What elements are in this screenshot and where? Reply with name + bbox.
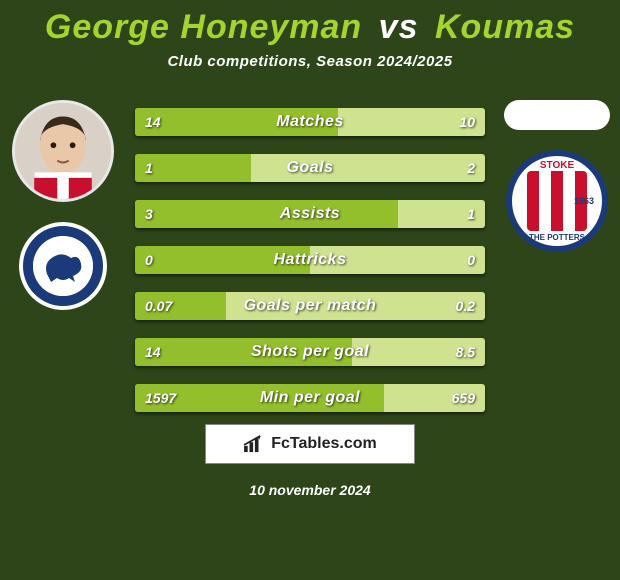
stat-row: 1597Min per goal659 [135, 384, 485, 412]
footer-site-text: FcTables.com [271, 435, 377, 453]
page-title: George Honeyman vs Koumas [0, 0, 620, 47]
fctables-logo-icon [243, 435, 265, 453]
player2-avatar-placeholder [504, 100, 610, 130]
player-face-icon [15, 103, 111, 199]
stat-value-right: 10 [459, 114, 475, 130]
player1-club-badge [19, 222, 107, 310]
stat-row: 0Hattricks0 [135, 246, 485, 274]
stat-label: Goals [135, 159, 485, 177]
stat-label: Min per goal [135, 389, 485, 407]
stat-bars: 14Matches101Goals23Assists10Hattricks00.… [135, 108, 485, 412]
comparison-panel: STOKE 1863 THE POTTERS 14Matches101Goals… [0, 100, 620, 404]
footer-site-badge: FcTables.com [205, 424, 415, 464]
stoke-year: 1863 [574, 196, 594, 206]
stat-value-right: 0.2 [456, 298, 475, 314]
stat-row: 0.07Goals per match0.2 [135, 292, 485, 320]
player1-name: George Honeyman [45, 8, 362, 46]
stoke-top-text: STOKE [540, 160, 574, 171]
player1-avatar [12, 100, 114, 202]
stat-label: Assists [135, 205, 485, 223]
vs-text: vs [379, 8, 419, 46]
right-column: STOKE 1863 THE POTTERS [502, 100, 612, 252]
stat-label: Shots per goal [135, 343, 485, 361]
stat-row: 14Matches10 [135, 108, 485, 136]
stat-value-right: 2 [467, 160, 475, 176]
stat-value-right: 0 [467, 252, 475, 268]
stat-row: 1Goals2 [135, 154, 485, 182]
stat-value-right: 8.5 [456, 344, 475, 360]
left-column [8, 100, 118, 310]
stat-label: Goals per match [135, 297, 485, 315]
stat-row: 14Shots per goal8.5 [135, 338, 485, 366]
stoke-bottom-text: THE POTTERS [529, 233, 585, 242]
footer-date: 10 november 2024 [0, 482, 620, 498]
subtitle: Club competitions, Season 2024/2025 [0, 53, 620, 70]
stat-label: Matches [135, 113, 485, 131]
player2-name: Koumas [435, 8, 575, 46]
stat-value-right: 659 [452, 390, 475, 406]
stat-row: 3Assists1 [135, 200, 485, 228]
player2-club-badge: STOKE 1863 THE POTTERS [506, 150, 608, 252]
stat-value-right: 1 [467, 206, 475, 222]
stat-label: Hattricks [135, 251, 485, 269]
millwall-lion-icon [33, 236, 93, 296]
